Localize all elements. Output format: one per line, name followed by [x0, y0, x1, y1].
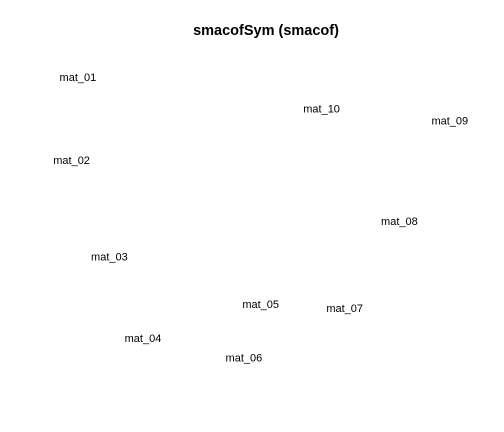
point-label-mat-02: mat_02	[53, 155, 90, 167]
point-label-mat-01: mat_01	[60, 72, 97, 84]
point-label-mat-07: mat_07	[326, 303, 363, 315]
point-label-mat-10: mat_10	[303, 103, 340, 115]
point-label-mat-04: mat_04	[125, 333, 162, 345]
point-labels: mat_01 mat_02 mat_03 mat_04 mat_05 mat_06 mat_…	[53, 72, 468, 365]
point-label-mat-08: mat_08	[381, 216, 418, 228]
point-label-mat-09: mat_09	[431, 115, 468, 127]
point-label-mat-05: mat_05	[242, 299, 279, 311]
point-label-mat-03: mat_03	[91, 252, 128, 264]
point-label-mat-06: mat_06	[226, 353, 263, 365]
chart-title: smacofSym (smacof)	[193, 23, 339, 39]
